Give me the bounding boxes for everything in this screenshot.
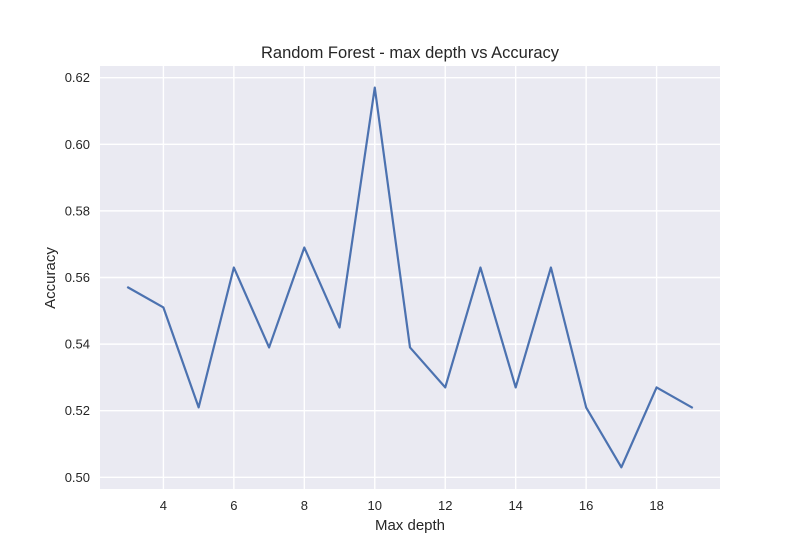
x-tick-label: 12 xyxy=(438,498,452,513)
y-tick-label: 0.60 xyxy=(65,137,90,152)
y-tick-labels: 0.50 0.52 0.54 0.56 0.58 0.60 0.62 xyxy=(65,70,90,485)
x-tick-label: 10 xyxy=(368,498,382,513)
x-tick-label: 6 xyxy=(230,498,237,513)
x-axis-title: Max depth xyxy=(375,517,445,534)
y-axis-title: Accuracy xyxy=(42,247,59,309)
series-line-0 xyxy=(126,86,694,469)
x-tick-labels: 4 6 8 10 12 14 16 18 xyxy=(160,498,664,513)
chart-title: Random Forest - max depth vs Accuracy xyxy=(261,44,560,62)
x-tick-label: 14 xyxy=(508,498,522,513)
y-tick-label: 0.58 xyxy=(65,203,90,218)
y-tick-label: 0.56 xyxy=(65,270,90,285)
x-tick-label: 18 xyxy=(649,498,663,513)
y-tick-label: 0.62 xyxy=(65,70,90,85)
y-tick-label: 0.54 xyxy=(65,337,90,352)
y-tick-label: 0.52 xyxy=(65,403,90,418)
series-layer xyxy=(126,86,694,469)
x-tick-label: 16 xyxy=(579,498,593,513)
x-tick-label: 8 xyxy=(301,498,308,513)
x-tick-label: 4 xyxy=(160,498,167,513)
y-tick-label: 0.50 xyxy=(65,470,90,485)
